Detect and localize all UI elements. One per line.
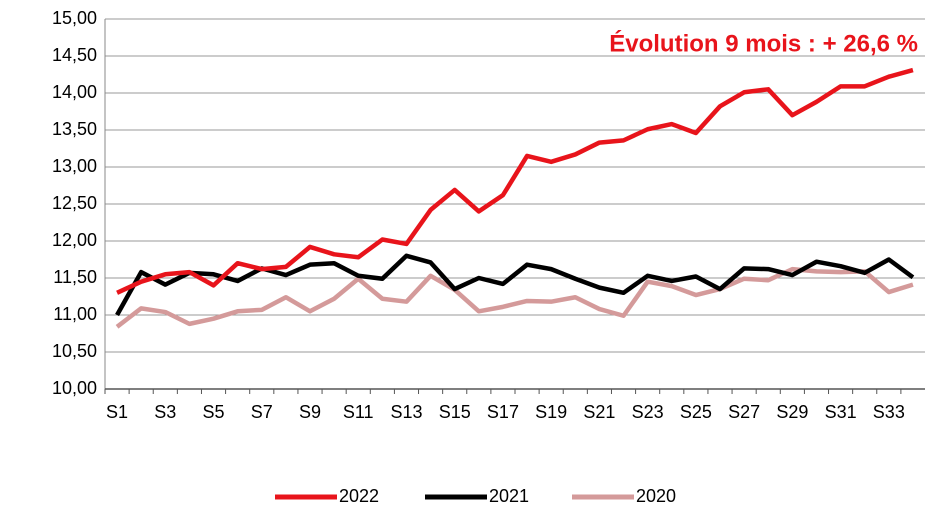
y-tick-label: 11,50 bbox=[53, 267, 97, 287]
x-tick-label: S3 bbox=[154, 402, 176, 422]
legend-label: 2020 bbox=[636, 486, 676, 506]
x-tick-label: S5 bbox=[203, 402, 225, 422]
x-tick-label: S27 bbox=[728, 402, 760, 422]
series-line bbox=[115, 253, 915, 317]
x-tick-label: S11 bbox=[343, 402, 374, 422]
x-tick-label: S29 bbox=[776, 402, 808, 422]
y-tick-label: 14,50 bbox=[52, 45, 97, 65]
x-tick-label: S25 bbox=[680, 402, 712, 422]
y-tick-label: 15,00 bbox=[52, 8, 97, 28]
y-tick-label: 12,50 bbox=[52, 193, 97, 213]
x-tick-label: S1 bbox=[106, 402, 128, 422]
x-tick-label: S31 bbox=[825, 402, 857, 422]
x-tick-label: S23 bbox=[632, 402, 664, 422]
x-tick-label: S21 bbox=[583, 402, 615, 422]
series-line bbox=[116, 67, 914, 295]
x-tick-label: S13 bbox=[390, 402, 422, 422]
y-tick-label: 10,50 bbox=[52, 341, 97, 361]
y-tick-label: 12,00 bbox=[52, 230, 97, 250]
y-tick-label: 13,50 bbox=[52, 119, 97, 139]
y-tick-label: 11,00 bbox=[53, 304, 97, 324]
legend-label: 2022 bbox=[339, 486, 379, 506]
x-tick-label: S19 bbox=[535, 402, 567, 422]
y-tick-label: 10,00 bbox=[52, 378, 97, 398]
x-tick-label: S7 bbox=[251, 402, 273, 422]
legend-label: 2021 bbox=[489, 486, 529, 506]
series-line bbox=[115, 266, 914, 329]
x-tick-label: S17 bbox=[487, 402, 519, 422]
x-tick-label: S15 bbox=[439, 402, 471, 422]
y-tick-label: 13,00 bbox=[52, 156, 97, 176]
annotation: Évolution 9 mois : + 26,6 % bbox=[609, 29, 918, 57]
x-tick-label: S9 bbox=[299, 402, 321, 422]
x-tick-label: S33 bbox=[873, 402, 905, 422]
y-tick-label: 14,00 bbox=[52, 82, 97, 102]
